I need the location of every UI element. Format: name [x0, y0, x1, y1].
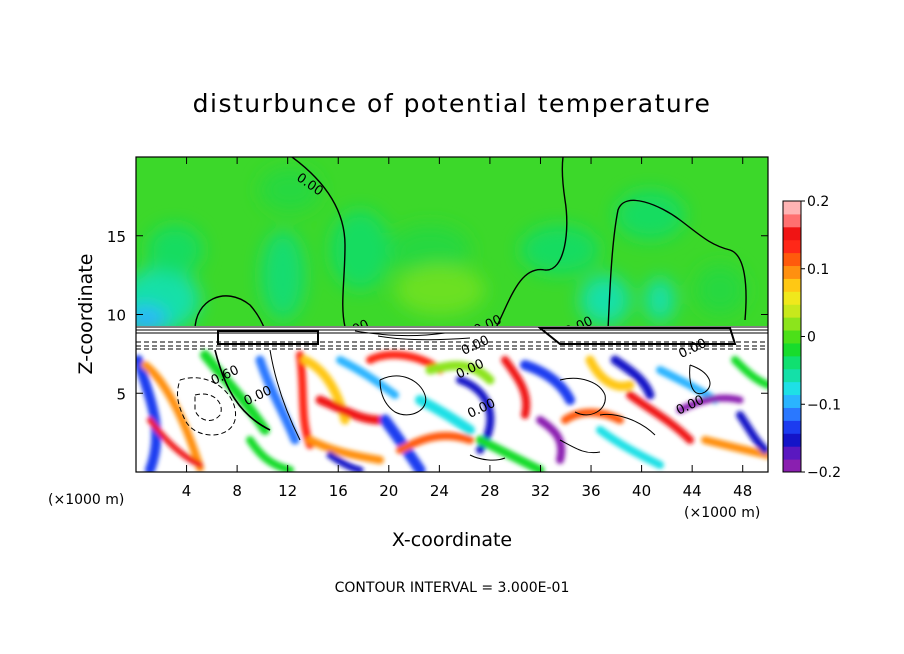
x-tick-label: 40: [632, 482, 651, 500]
colorbar-swatch: [783, 355, 801, 370]
colorbar-swatch: [783, 330, 801, 344]
x-tick-label: 32: [531, 482, 550, 500]
plot-area: 0.000.00 0.000.00: [136, 157, 768, 472]
colorbar-tick-label: −0.2: [807, 465, 841, 481]
colorbar-swatch: [783, 381, 801, 396]
colorbar-swatch: [783, 265, 801, 279]
contour-interval-footer: CONTOUR INTERVAL = 3.000E-01: [335, 580, 570, 596]
upper-contours: [194, 157, 747, 331]
y-axis: 5 10 15: [107, 228, 768, 403]
colorbar-swatch: [783, 226, 801, 241]
colorbar-tick-label: 0.1: [807, 262, 829, 278]
colorbar-tick-label: −0.1: [807, 397, 841, 413]
y-tick-label: 5: [116, 385, 126, 403]
x-tick-label: 28: [480, 482, 499, 500]
x-tick-label: 4: [182, 482, 192, 500]
colorbar-swatch: [783, 420, 801, 434]
x-tick-label: 36: [581, 482, 600, 500]
colorbar-swatch: [783, 291, 801, 305]
x-tick-label: 12: [278, 482, 297, 500]
colorbar-swatch: [783, 213, 801, 228]
y-tick-label: 15: [107, 228, 126, 246]
lower-contours: [177, 349, 711, 461]
chart-title: disturbunce of potential temperature: [193, 89, 712, 118]
colorbar-swatch: [783, 459, 801, 473]
upper-field: [136, 168, 745, 334]
x-tick-label: 16: [329, 482, 348, 500]
x-axis: 4 8 12 16 20 24 28 32 36 40 44 48: [182, 157, 752, 500]
colorbar-swatch: [783, 368, 801, 383]
x-tick-label: 24: [430, 482, 449, 500]
x-tick-label: 8: [232, 482, 242, 500]
lower-field: [136, 350, 768, 472]
x-axis-label: X-coordinate: [392, 529, 512, 551]
x-tick-label: 44: [683, 482, 702, 500]
colorbar: 0.2 0.1 0 −0.1 −0.2: [782, 194, 841, 481]
colorbar-tick-label: 0.2: [807, 194, 829, 210]
colorbar-swatch: [783, 239, 801, 254]
colorbar-swatch: [783, 342, 801, 357]
y-tick-label: 10: [107, 307, 126, 325]
colorbar-swatch: [783, 433, 801, 447]
colorbar-swatch: [783, 407, 801, 421]
y-axis-label: Z-coordinate: [75, 254, 97, 375]
colorbar-tick-label: 0: [807, 330, 816, 346]
x-unit-right: (×1000 m): [684, 505, 760, 521]
colorbar-swatch: [783, 252, 801, 267]
colorbar-swatch: [783, 278, 801, 292]
x-tick-label: 20: [379, 482, 398, 500]
colorbar-swatch: [783, 201, 801, 215]
x-tick-label: 48: [733, 482, 752, 500]
x-unit-left: (×1000 m): [48, 492, 124, 508]
colorbar-swatch: [783, 317, 801, 331]
colorbar-swatch: [783, 304, 801, 318]
colorbar-swatch: [783, 394, 801, 408]
colorbar-swatch: [783, 446, 801, 460]
boundary-band: [136, 326, 768, 352]
